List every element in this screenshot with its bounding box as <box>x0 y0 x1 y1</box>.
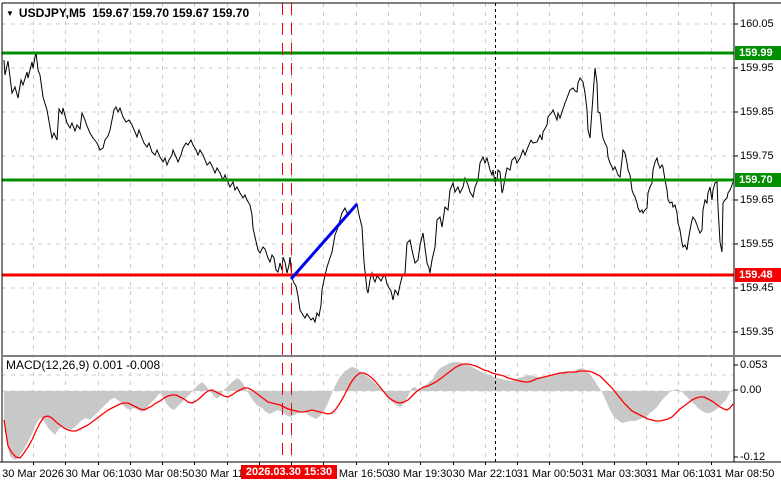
time-crosshair-badge: 2026.03.30 15:30 <box>241 465 337 479</box>
ohlc-values: 159.67 159.70 159.67 159.70 <box>92 6 250 20</box>
indicator-value-signal: -0.008 <box>126 358 161 372</box>
trend-line[interactable] <box>289 203 359 280</box>
chart-title: ▼ USDJPY,M5 159.67 159.70 159.67 159.70 <box>6 6 249 20</box>
y-axis-label: 159.45 <box>740 282 774 294</box>
y-axis-label: 159.95 <box>740 62 774 74</box>
y-axis-label: 160.05 <box>740 18 774 30</box>
y-axis-label: 159.85 <box>740 106 774 118</box>
y-axis-label: 159.35 <box>740 326 774 338</box>
price-level-badge: 159.48 <box>735 268 781 282</box>
macd-histogram-area <box>4 362 733 460</box>
x-axis-label: 30 Mar 19:30 <box>387 468 453 480</box>
x-axis-label: 31 Mar 06:10 <box>645 468 711 480</box>
symbol-period-label: USDJPY,M5 <box>18 6 86 20</box>
chart-menu-icon[interactable]: ▼ <box>6 9 14 18</box>
x-axis-label: 31 Mar 08:50 <box>709 468 775 480</box>
x-axis-label: 30 Mar 16:50 <box>323 468 389 480</box>
indicator-name: MACD(12,26,9) <box>6 358 90 372</box>
macd-axis-label: 0.00 <box>740 384 762 396</box>
y-axis-label: 159.65 <box>740 194 774 206</box>
x-axis-label: 31 Mar 03:30 <box>581 468 647 480</box>
x-axis-label: 31 Mar 00:50 <box>516 468 582 480</box>
indicator-value-main: 0.001 <box>92 358 123 372</box>
macd-axis-label: -0.12 <box>740 451 766 463</box>
x-axis-label: 30 Mar 2026 <box>2 468 64 480</box>
x-axis-label: 30 Mar 22:10 <box>452 468 518 480</box>
x-axis-label: 30 Mar 06:10 <box>65 468 131 480</box>
macd-signal-line <box>3 363 734 459</box>
macd-axis-label: 0.053 <box>740 359 768 371</box>
price-level-badge: 159.99 <box>735 46 781 60</box>
x-axis-label: 30 Mar 08:50 <box>129 468 195 480</box>
indicator-label: MACD(12,26,9) 0.001 -0.008 <box>6 358 160 372</box>
y-axis-label: 159.75 <box>740 150 774 162</box>
y-axis-label: 159.55 <box>740 238 774 250</box>
price-line <box>3 51 734 324</box>
price-level-badge: 159.70 <box>735 173 781 187</box>
